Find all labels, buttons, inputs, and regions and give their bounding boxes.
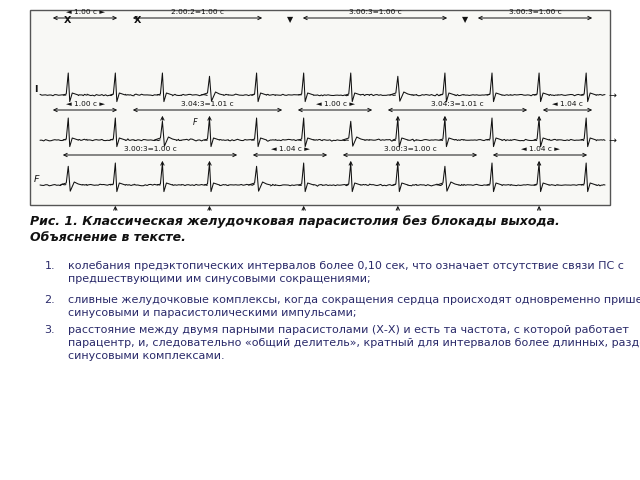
Text: F: F [193,118,197,127]
Text: парацентр, и, следовательно «общий делитель», кратный для интервалов более длинн: парацентр, и, следовательно «общий делит… [68,338,640,348]
Text: Рис. 1. Классическая желудочковая парасистолия без блокады выхода.: Рис. 1. Классическая желудочковая параси… [30,215,560,228]
Text: сливные желудочковые комплексы, когда сокращения сердца происходят одновременно : сливные желудочковые комплексы, когда со… [68,295,640,305]
Text: Объяснение в тексте.: Объяснение в тексте. [30,231,186,244]
Text: 1.: 1. [44,261,55,271]
Text: ▼: ▼ [287,15,293,24]
Text: 3.00:3=1.00 с: 3.00:3=1.00 с [383,146,436,152]
Text: 3.00:3=1.00 с: 3.00:3=1.00 с [349,9,401,15]
Text: синусовыми комплексами.: синусовыми комплексами. [68,351,225,361]
Text: X: X [134,16,141,25]
Text: предшествующими им синусовыми сокращениями;: предшествующими им синусовыми сокращения… [68,274,371,284]
Text: F: F [33,176,39,184]
Text: 3.00:3=1.00 с: 3.00:3=1.00 с [509,9,561,15]
Text: 3.00:3=1.00 с: 3.00:3=1.00 с [124,146,177,152]
Text: →: → [608,135,616,144]
Text: 3.04:3=1.01 с: 3.04:3=1.01 с [181,101,234,107]
Text: ▼: ▼ [462,15,468,24]
Bar [30,10,610,205]
Text: 3.: 3. [44,325,55,335]
Text: 3.04:3=1.01 с: 3.04:3=1.01 с [431,101,484,107]
Text: 2.00:2=1.00 с: 2.00:2=1.00 с [171,9,224,15]
Text: ◄ 1.00 с ►: ◄ 1.00 с ► [65,101,104,107]
Text: ◄ 1.04 с: ◄ 1.04 с [552,101,583,107]
Text: →: → [608,91,616,99]
Text: 2.: 2. [44,295,55,305]
Text: ◄ 1.04 с ►: ◄ 1.04 с ► [520,146,559,152]
Text: ◄ 1.00 с ►: ◄ 1.00 с ► [316,101,355,107]
Text: колебания предэктопических интервалов более 0,10 сек, что означает отсутствие св: колебания предэктопических интервалов бо… [68,261,624,271]
Text: ◄ 1.00 с ►: ◄ 1.00 с ► [65,9,104,15]
Text: расстояние между двумя парными парасистолами (Х-Х) и есть та частота, с которой : расстояние между двумя парными парасисто… [68,325,629,335]
Text: синусовыми и парасистолическими импульсами;: синусовыми и парасистолическими импульса… [68,308,356,318]
Text: ◄ 1.04 с ►: ◄ 1.04 с ► [271,146,309,152]
Text: X: X [64,16,72,25]
Text: I: I [35,85,38,95]
